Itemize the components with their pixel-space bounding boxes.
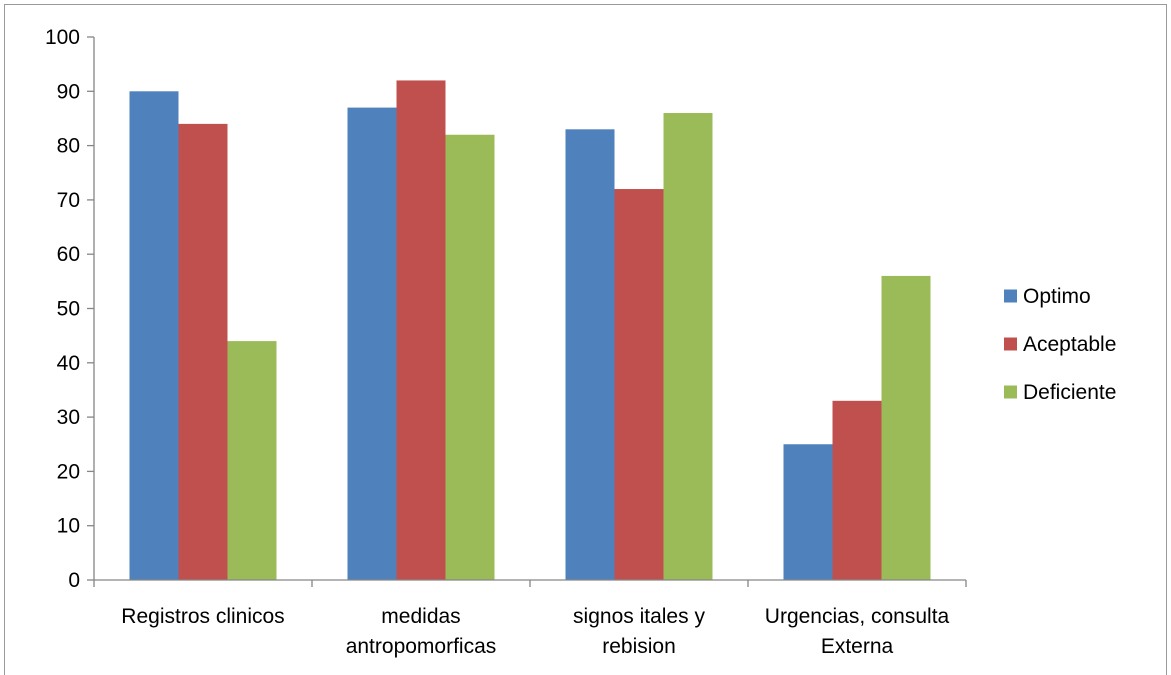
- y-tick-label: 40: [57, 352, 80, 375]
- x-category-label: rebision: [602, 635, 676, 658]
- bar-deficiente-2: [445, 134, 495, 581]
- y-tick-label: 100: [45, 26, 80, 49]
- y-tick-label: 50: [57, 298, 80, 321]
- legend: Optimo Aceptable Deficiente: [1004, 285, 1116, 404]
- x-category-label: Externa: [821, 635, 894, 658]
- bar-optimo-3: [565, 129, 615, 580]
- legend-label-deficiente: Deficiente: [1023, 381, 1116, 404]
- x-category-label: antropomorficas: [346, 635, 497, 658]
- bar-deficiente-3: [663, 113, 713, 581]
- x-category-label: signos itales y: [573, 605, 705, 628]
- x-category-label: Registros clinicos: [121, 605, 284, 628]
- x-category-label: Urgencias, consulta: [765, 605, 950, 628]
- y-axis-ticks: 0 10 20 30 40 50 60 70 80 90 100: [45, 26, 94, 592]
- bar-optimo-1: [129, 91, 179, 581]
- y-tick-label: 30: [57, 406, 80, 429]
- legend-label-aceptable: Aceptable: [1023, 333, 1116, 356]
- legend-swatch-aceptable: [1004, 337, 1017, 351]
- bar-optimo-4: [783, 444, 833, 580]
- bar-deficiente-4: [881, 275, 931, 580]
- y-tick-label: 20: [57, 460, 80, 483]
- legend-swatch-optimo: [1004, 289, 1017, 303]
- y-tick-label: 60: [57, 243, 80, 266]
- legend-label-optimo: Optimo: [1023, 285, 1091, 308]
- bar-aceptable-3: [614, 189, 664, 581]
- bar-deficiente-1: [227, 341, 277, 580]
- bar-aceptable-4: [832, 400, 882, 580]
- x-axis-ticks: Registros clinicos medidas antropomorficas…: [93, 580, 967, 658]
- bars: [129, 80, 931, 581]
- y-tick-label: 70: [57, 189, 80, 212]
- bar-optimo-2: [347, 107, 397, 580]
- bar-aceptable-1: [178, 123, 228, 580]
- x-category-label: medidas: [381, 605, 460, 628]
- y-tick-label: 90: [57, 80, 80, 103]
- bar-aceptable-2: [396, 80, 446, 580]
- y-tick-label: 10: [57, 515, 80, 538]
- y-tick-label: 0: [68, 569, 80, 592]
- legend-swatch-deficiente: [1004, 385, 1017, 399]
- y-tick-label: 80: [57, 135, 80, 158]
